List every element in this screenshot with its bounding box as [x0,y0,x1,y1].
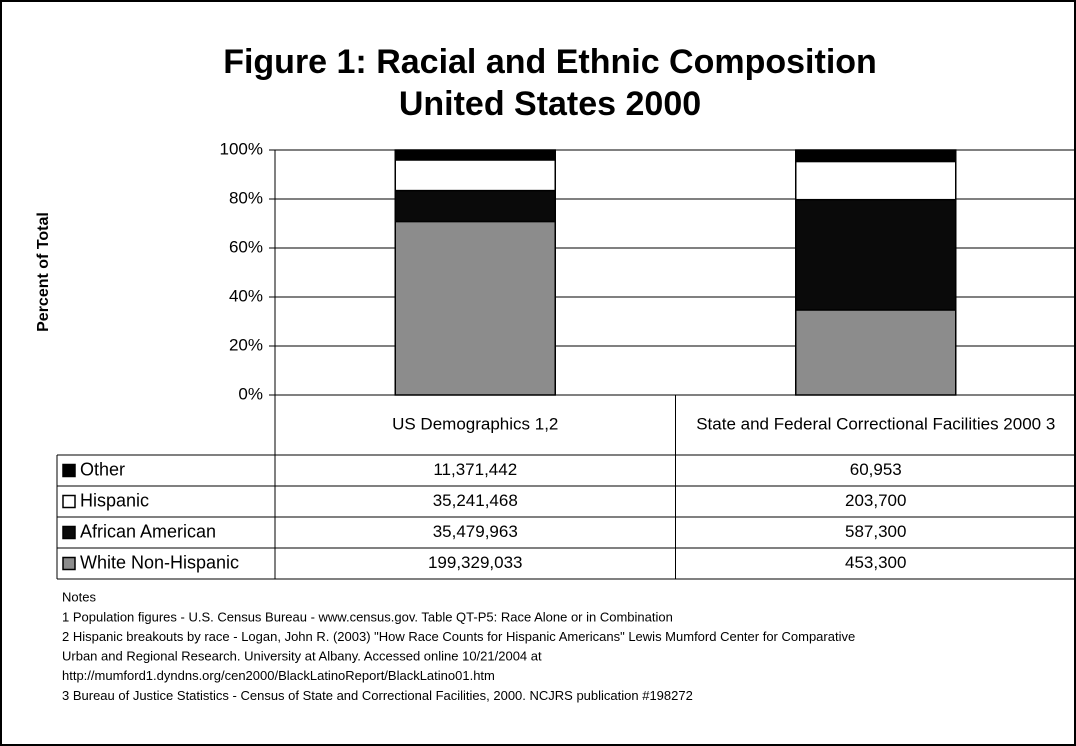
note-line: 3 Bureau of Justice Statistics - Census … [62,688,693,703]
y-tick-label: 80% [229,188,263,207]
note-line: http://mumford1.dyndns.org/cen2000/Black… [62,668,495,683]
legend-swatch [62,556,76,571]
notes-heading: Notes [62,589,96,604]
legend-swatch [62,463,76,478]
legend-label: African American [80,521,216,541]
bar-segment [394,189,556,223]
bar-segment [795,160,957,201]
table-value: 453,300 [845,553,906,572]
note-line: 2 Hispanic breakouts by race - Logan, Jo… [62,629,855,644]
table-value: 35,241,468 [433,491,518,510]
legend-label: Hispanic [80,490,149,510]
legend-label: Other [80,459,125,479]
table-value: 11,371,442 [433,460,517,479]
table-value: 35,479,963 [433,522,518,541]
x-tick-label: State and Federal Correctional Facilitie… [696,414,1055,433]
y-tick-label: 20% [229,335,263,354]
bar-segment [394,149,556,161]
legend-swatch [62,494,76,509]
y-tick-label: 100% [220,139,263,158]
y-axis-label: Percent of Total [35,212,52,332]
bar-segment [795,149,957,163]
table-value: 203,700 [845,491,906,510]
legend-label: White Non-Hispanic [80,552,239,572]
bar-segment [795,198,957,311]
table-value: 587,300 [845,522,906,541]
bar-segment [394,220,556,396]
note-line: 1 Population figures - U.S. Census Burea… [62,609,673,624]
y-tick-label: 60% [229,237,263,256]
x-tick-label: US Demographics 1,2 [392,414,558,433]
table-value: 199,329,033 [428,553,523,572]
chart-subtitle: United States 2000 [399,85,701,123]
note-line: Urban and Regional Research. University … [62,649,542,664]
bar-segment [795,309,957,396]
table-value: 60,953 [850,460,902,479]
y-tick-label: 40% [229,286,263,305]
bar-segment [394,159,556,192]
legend-swatch [62,525,76,540]
chart-title: Figure 1: Racial and Ethnic Composition [223,43,877,81]
y-tick-label: 0% [238,384,263,403]
